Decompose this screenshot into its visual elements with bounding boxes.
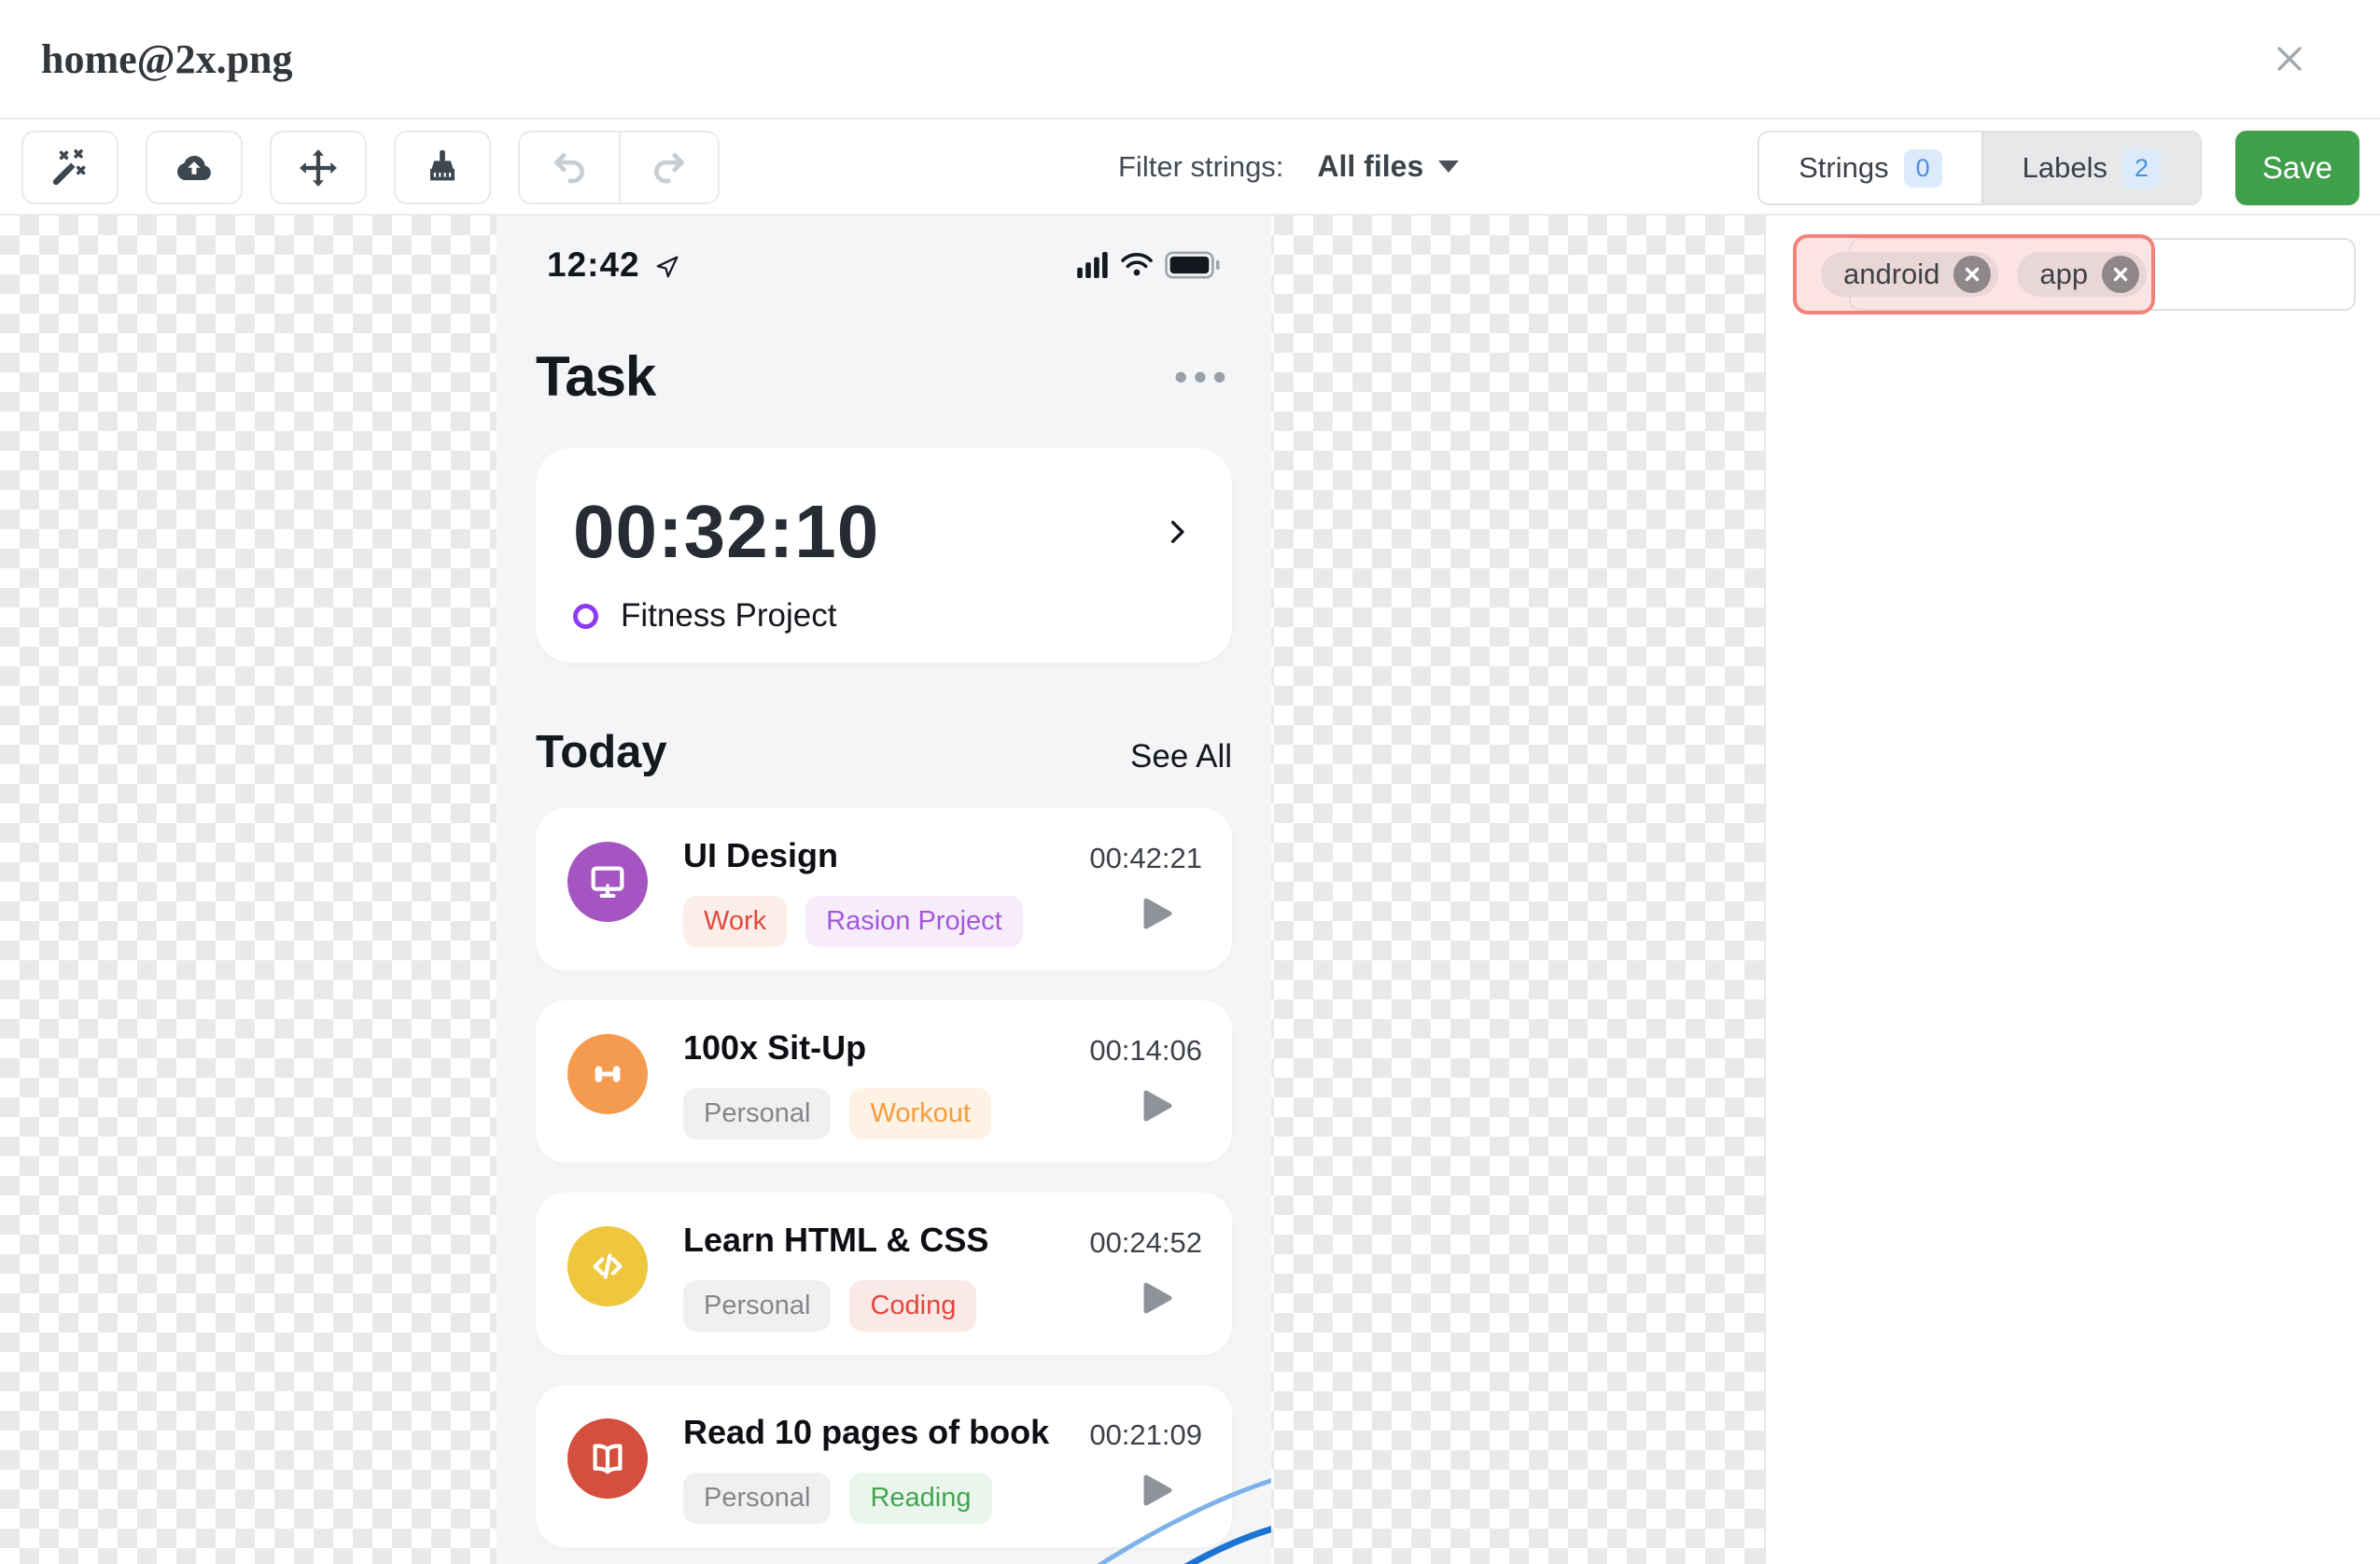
move-button[interactable] xyxy=(270,131,367,204)
undo-icon xyxy=(554,152,584,183)
upload-cloud-icon xyxy=(177,155,211,180)
undo-redo-group xyxy=(518,131,720,204)
magic-wand-button[interactable] xyxy=(21,131,119,204)
see-all-link[interactable]: See All xyxy=(1130,738,1232,775)
task-time: 00:21:09 xyxy=(1089,1418,1202,1451)
brush-button[interactable] xyxy=(394,131,491,204)
task-avatar xyxy=(567,1226,648,1306)
task-title: Read 10 pages of book xyxy=(683,1413,1050,1451)
task-tag: Personal xyxy=(683,1088,832,1139)
task-time: 00:24:52 xyxy=(1089,1226,1202,1259)
selected-labels-group: android app xyxy=(1793,234,2155,314)
timer-value: 00:32:10 xyxy=(573,490,880,573)
undo-button[interactable] xyxy=(520,133,619,202)
page-title: home@2x.png xyxy=(41,35,293,82)
editor-main: 12:42 xyxy=(0,216,2380,1564)
monitor-icon xyxy=(591,866,624,899)
phone-app-header: Task ••• xyxy=(536,344,1232,409)
remove-tag-button[interactable] xyxy=(2102,256,2140,293)
task-avatar xyxy=(567,1418,648,1499)
signal-icon xyxy=(1077,252,1108,278)
labels-count-badge: 2 xyxy=(2121,148,2161,188)
task-avatar xyxy=(567,842,648,922)
window-header: home@2x.png xyxy=(0,0,2380,119)
chevron-down-icon xyxy=(1438,161,1460,173)
book-icon xyxy=(593,1444,623,1474)
task-time: 00:14:06 xyxy=(1089,1034,1202,1067)
play-icon[interactable] xyxy=(1137,1471,1176,1510)
dumbbell-icon xyxy=(595,1066,621,1082)
screenshot-image[interactable]: 12:42 xyxy=(497,216,1271,1564)
task-tag: Coding xyxy=(849,1280,977,1332)
redo-icon xyxy=(654,152,684,183)
phone-status-bar: 12:42 xyxy=(536,245,1232,285)
task-tag: Reading xyxy=(849,1473,992,1524)
remove-tag-button[interactable] xyxy=(1953,256,1992,293)
app-title: Task xyxy=(536,345,656,408)
strings-count-badge: 0 xyxy=(1903,148,1942,188)
task-row[interactable]: Read 10 pages of book Personal Reading 0… xyxy=(536,1385,1232,1547)
close-circle-icon xyxy=(1966,267,1980,282)
task-tag: Personal xyxy=(683,1280,832,1332)
wifi-icon xyxy=(1121,253,1153,276)
task-row[interactable]: 100x Sit-Up Personal Workout 00:14:06 xyxy=(536,1000,1232,1163)
task-time: 00:42:21 xyxy=(1089,842,1202,874)
tab-labels[interactable]: Labels 2 xyxy=(1981,133,2200,203)
timer-card[interactable]: 00:32:10 Fitness Project xyxy=(536,448,1232,663)
task-row[interactable]: Learn HTML & CSS Personal Coding 00:24:5… xyxy=(536,1193,1232,1355)
save-button[interactable]: Save xyxy=(2235,131,2359,205)
label-tag-text: android xyxy=(1843,258,1940,290)
task-tag: Rasion Project xyxy=(805,896,1023,947)
task-tag: Workout xyxy=(849,1088,991,1139)
redo-button[interactable] xyxy=(619,133,718,202)
tab-strings-label: Strings xyxy=(1799,151,1889,184)
play-icon[interactable] xyxy=(1137,894,1176,933)
magic-wand-icon xyxy=(52,148,86,185)
file-filter-dropdown[interactable]: All files xyxy=(1317,149,1460,184)
close-icon xyxy=(2277,47,2302,71)
more-menu-icon[interactable]: ••• xyxy=(1173,354,1232,398)
code-icon xyxy=(593,1253,623,1279)
location-icon xyxy=(656,256,679,278)
brush-icon xyxy=(429,149,455,180)
task-tag: Work xyxy=(683,896,788,947)
move-icon xyxy=(300,148,337,187)
project-name: Fitness Project xyxy=(621,597,837,634)
task-row[interactable]: UI Design Work Rasion Project 00:42:21 xyxy=(536,808,1232,971)
file-filter-value: All files xyxy=(1317,149,1424,183)
filter-area: Filter strings: All files xyxy=(1118,119,1460,214)
project-ring-icon xyxy=(573,603,598,629)
status-time: 12:42 xyxy=(547,245,640,284)
label-tag-text: app xyxy=(2039,258,2089,290)
task-tag: Personal xyxy=(683,1473,832,1524)
toolbar-right-controls: Strings 0 Labels 2 Save xyxy=(1757,131,2359,205)
editor-toolbar: Filter strings: All files Strings 0 Labe… xyxy=(0,119,2380,216)
close-button[interactable] xyxy=(2264,34,2315,84)
tab-labels-label: Labels xyxy=(2022,151,2107,184)
task-title: 100x Sit-Up xyxy=(683,1028,867,1067)
task-avatar xyxy=(567,1034,648,1114)
transparent-canvas[interactable]: 12:42 xyxy=(0,216,1764,1564)
label-tag[interactable]: app xyxy=(2017,252,2148,297)
strings-labels-toggle: Strings 0 Labels 2 xyxy=(1757,131,2202,205)
today-section-header: Today See All xyxy=(536,726,1232,778)
play-icon[interactable] xyxy=(1137,1278,1176,1318)
today-title: Today xyxy=(536,727,667,777)
battery-icon xyxy=(1165,251,1220,279)
play-icon[interactable] xyxy=(1137,1086,1176,1125)
labels-panel: android app xyxy=(1764,216,2380,1564)
filter-strings-label: Filter strings: xyxy=(1118,149,1284,183)
task-title: Learn HTML & CSS xyxy=(683,1221,989,1259)
tool-buttons xyxy=(21,131,720,204)
label-tag[interactable]: android xyxy=(1821,252,1999,297)
chevron-right-icon xyxy=(1170,521,1184,543)
close-circle-icon xyxy=(2113,267,2128,282)
upload-button[interactable] xyxy=(146,131,243,204)
task-title: UI Design xyxy=(683,836,839,874)
tab-strings[interactable]: Strings 0 xyxy=(1759,133,1981,203)
